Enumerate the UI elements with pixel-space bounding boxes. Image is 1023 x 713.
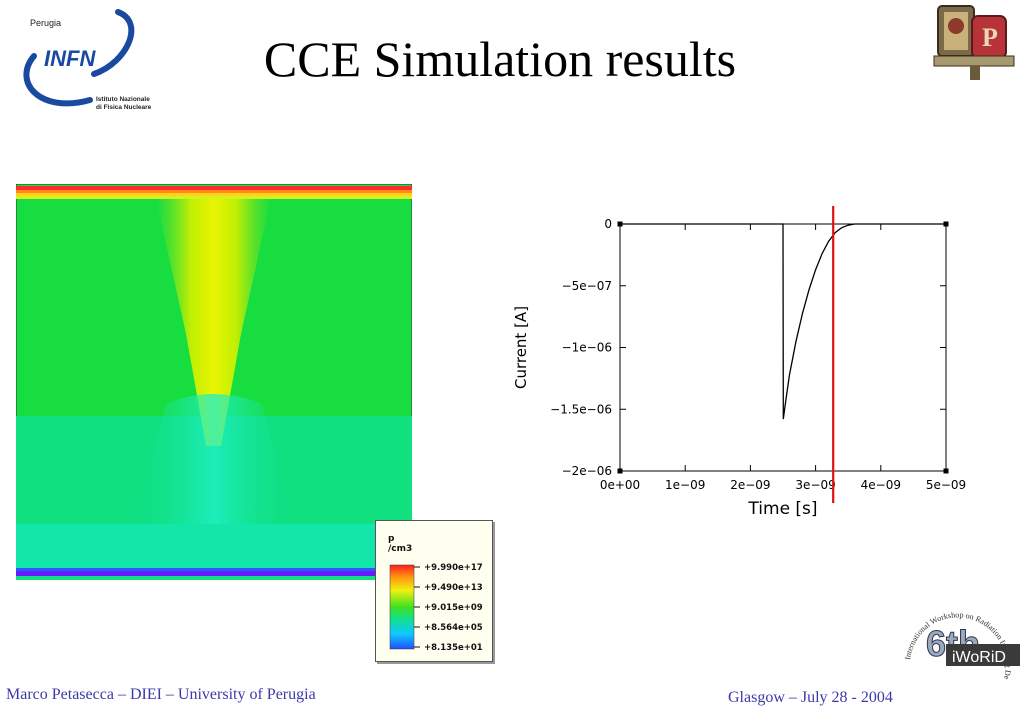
x-axis-label: Time [s]: [747, 499, 817, 519]
x-tick-label: 1e−09: [665, 478, 705, 492]
y-tick-label: −1e−06: [562, 341, 612, 355]
legend-color-bar: [389, 564, 415, 650]
hole-density-map: [15, 183, 413, 581]
legend-tick-label: +9.015e+09: [424, 603, 483, 613]
infn-arc-top-icon: [91, 9, 135, 77]
y-axis-label: Current [A]: [512, 306, 530, 389]
footer-event: Glasgow – July 28 - 2004: [728, 689, 893, 706]
current-time-plot: 0e+00 1e−09 2e−09 3e−09 4e−09 5e−09 0 −5e−07 −1e…: [500, 198, 980, 523]
corner-marker: [617, 468, 623, 474]
x-tick-label: 2e−09: [730, 478, 770, 492]
legend-quantity: p: [388, 534, 395, 544]
infn-line1: Istituto Nazionale: [96, 96, 150, 103]
legend-tick-label: +9.990e+17: [424, 563, 483, 573]
legend-tick-label: +8.564e+05: [424, 623, 483, 633]
series-line: [620, 223, 946, 420]
iworid-logo: International Workshop on Radiation Imag…: [894, 591, 1023, 708]
legend-tick-label: +9.490e+13: [424, 583, 483, 593]
y-tick-label: −1.5e−06: [550, 402, 612, 416]
infn-city-label: Perugia: [30, 18, 61, 28]
x-tick-label: 5e−09: [926, 478, 966, 492]
infn-logo: Perugia INFN Istituto Nazionale di Fisic…: [10, 4, 160, 116]
university-crest-icon: P: [930, 2, 1020, 82]
legend-tick-label: +8.135e+01: [424, 643, 483, 653]
infn-line2: di Fisica Nucleare: [96, 104, 152, 111]
svg-text:P: P: [982, 23, 998, 52]
infn-acronym: INFN: [44, 46, 96, 71]
y-tick-label: −5e−07: [562, 279, 612, 293]
y-tick-label: −2e−06: [562, 464, 612, 478]
y-tick-label: 0: [604, 217, 612, 231]
x-tick-label: 3e−09: [795, 478, 835, 492]
x-tick-label: 0e+00: [600, 478, 640, 492]
page-title: CCE Simulation results: [263, 31, 737, 87]
x-tick-label: 4e−09: [861, 478, 901, 492]
legend-unit: /cm3: [388, 544, 412, 554]
color-legend: p /cm3 +9.990e+17 +9.490e+13 +9.015e+09 +8.…: [375, 520, 493, 662]
corner-marker: [943, 468, 949, 474]
iworid-acronym: iWoRiD: [952, 649, 1006, 666]
infn-arc-bottom-icon: [23, 53, 93, 107]
footer-author: Marco Petasecca – DIEI – University of P…: [6, 686, 316, 703]
